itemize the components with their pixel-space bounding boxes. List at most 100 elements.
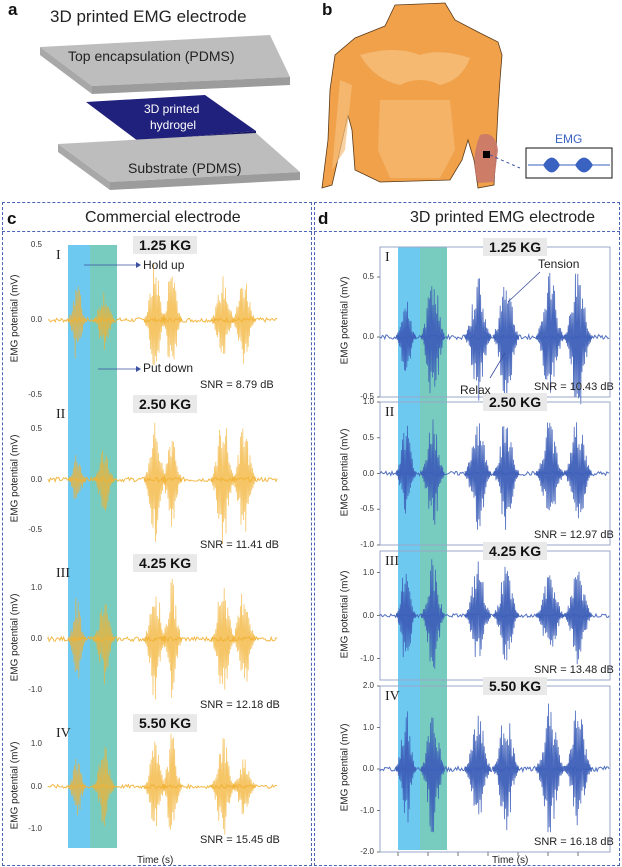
- panel-c-xlabel: Time (s): [137, 855, 174, 866]
- y-tick-label: -0.5: [28, 524, 42, 534]
- y-tick-label: -1.0: [360, 540, 374, 549]
- y-tick-label: 0.0: [30, 474, 42, 484]
- relax-arrow: [489, 352, 506, 379]
- emg-burst: [67, 758, 87, 816]
- load-label: 5.50 KG: [133, 714, 198, 732]
- emg-burst: [210, 738, 236, 835]
- snr-label: SNR = 12.18 dB: [200, 699, 280, 711]
- emg-burst: [563, 571, 592, 665]
- y-axis-label: EMG potential (mV): [339, 723, 351, 812]
- panel-c-title: Commercial electrode: [85, 209, 241, 226]
- emg-burst: [563, 710, 592, 826]
- emg-burst: [535, 272, 564, 393]
- y-axis-label: EMG potential (mV): [339, 570, 351, 658]
- y-axis-label: EMG potential (mV): [9, 593, 21, 682]
- emg-burst: [231, 283, 257, 364]
- snr-label: SNR = 16.18 dB: [534, 836, 614, 848]
- y-axis-label: EMG potential (mV): [9, 274, 21, 363]
- emg-burst: [210, 276, 236, 354]
- emg-burst: [563, 273, 592, 405]
- panel-c-letter: c: [7, 209, 17, 228]
- snr-label: SNR = 13.48 dB: [534, 664, 614, 676]
- emg-burst: [464, 561, 492, 658]
- emg-burst: [143, 741, 166, 827]
- emg-burst: [210, 587, 236, 690]
- y-tick-label: 0.0: [30, 634, 42, 643]
- panel-d-title: 3D printed EMG electrode: [410, 209, 595, 226]
- emg-burst: [420, 286, 445, 394]
- emg-burst: [420, 559, 445, 669]
- emg-burst: [395, 425, 417, 514]
- emg-burst: [92, 746, 115, 827]
- panel-d-header: [314, 202, 620, 232]
- emg-burst: [464, 423, 492, 530]
- emg-burst: [161, 276, 183, 360]
- subplot-index: IV: [385, 689, 400, 704]
- load-label: 2.50 KG: [483, 393, 548, 411]
- emg-burst: [210, 428, 236, 545]
- highlight-band-hold-up: [68, 245, 90, 848]
- emg-burst: [231, 593, 257, 682]
- emg-burst: [231, 759, 257, 815]
- put-down-annotation: Put down: [143, 361, 194, 375]
- panel-c-frame: [2, 202, 312, 866]
- load-label: 1.25 KG: [483, 238, 548, 256]
- load-label: 1.25 KG: [133, 236, 198, 254]
- subplot-index: III: [56, 566, 70, 581]
- put-down-arrowhead: [136, 366, 141, 372]
- emg-burst: [92, 292, 115, 350]
- tension-annotation: Tension: [538, 257, 580, 271]
- y-tick-label: 0.0: [362, 764, 374, 773]
- highlight-band-hold-up: [398, 247, 420, 850]
- top-layer-label: Top encapsulation (PDMS): [68, 48, 235, 64]
- y-tick-label: 0.5: [362, 272, 374, 281]
- emg-burst: [395, 711, 417, 823]
- y-tick-label: 1.0: [30, 583, 42, 593]
- y-tick-label: 0.0: [362, 468, 374, 478]
- load-label: 5.50 KG: [483, 677, 548, 695]
- y-tick-label: -0.5: [360, 392, 374, 401]
- tension-arrow: [507, 271, 541, 303]
- emg-burst: [143, 596, 166, 700]
- y-tick-label: 1.0: [362, 567, 374, 577]
- subplot-index: I: [385, 250, 390, 265]
- y-tick-label: -1.0: [28, 684, 42, 694]
- snr-label: SNR = 11.41 dB: [200, 539, 279, 551]
- load-label: 4.25 KG: [483, 542, 548, 560]
- y-tick-label: 0.5: [30, 424, 42, 434]
- y-tick-label: -1.0: [360, 653, 374, 663]
- emg-burst: [535, 422, 564, 511]
- y-tick-label: 0.0: [362, 332, 374, 341]
- hold-up-arrowhead: [136, 262, 141, 268]
- y-axis-label: EMG potential (mV): [9, 741, 21, 829]
- hydrogel-label-1: 3D printed: [144, 102, 200, 116]
- y-tick-label: 2.0: [362, 681, 374, 690]
- y-tick-label: 0.0: [30, 315, 42, 324]
- subplot-index: II: [56, 407, 66, 422]
- emg-burst: [67, 597, 87, 679]
- emg-burst: [420, 419, 445, 525]
- emg-burst: [492, 286, 520, 405]
- y-tick-label: 0.5: [362, 432, 374, 442]
- y-tick-label: -0.5: [360, 504, 374, 514]
- emg-burst: [92, 603, 115, 685]
- emg-burst: [67, 455, 87, 500]
- emg-inset-label: EMG: [555, 132, 583, 146]
- y-tick-label: 0.0: [30, 781, 42, 791]
- emg-burst: [464, 278, 492, 401]
- y-tick-label: 1.0: [362, 722, 374, 732]
- emg-burst: [492, 723, 520, 831]
- y-tick-label: -1.0: [360, 805, 374, 815]
- y-axis-label: EMG potential (mV): [339, 428, 351, 516]
- panel-a-title: 3D printed EMG electrode: [50, 7, 247, 26]
- substrate-label: Substrate (PDMS): [128, 160, 242, 176]
- emg-burst: [92, 450, 115, 512]
- emg-burst: [395, 573, 417, 658]
- snr-label: SNR = 12.97 dB: [534, 529, 614, 541]
- panel-d-frame: [314, 202, 620, 866]
- emg-burst: [420, 717, 445, 833]
- emg-burst: [464, 715, 492, 815]
- panel-a-letter: a: [8, 0, 18, 19]
- y-tick-label: 1.0: [362, 397, 374, 406]
